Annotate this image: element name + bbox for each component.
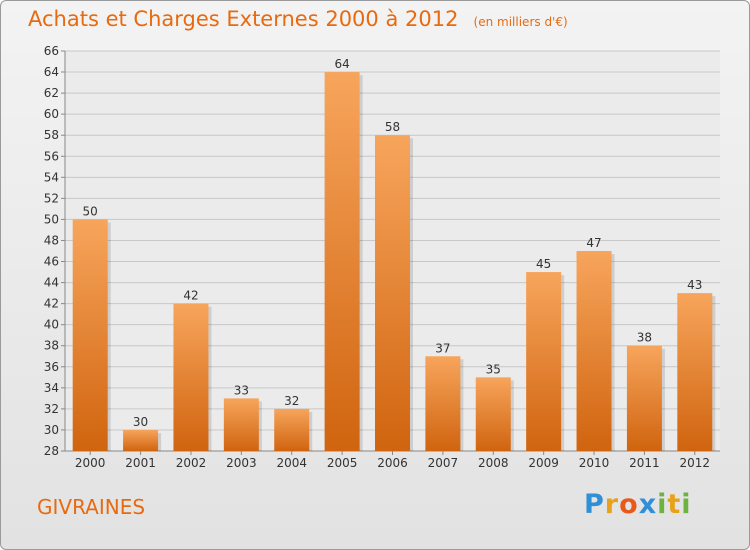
bar	[223, 398, 259, 451]
x-tick-label: 2011	[629, 456, 660, 470]
bar	[375, 135, 410, 452]
x-tick-label: 2005	[327, 456, 358, 470]
bar	[274, 408, 310, 451]
bar	[425, 356, 461, 451]
y-tick-label: 48	[44, 233, 59, 247]
bar	[576, 251, 612, 451]
y-tick-label: 30	[44, 423, 59, 437]
x-tick-label: 2007	[428, 456, 459, 470]
y-tick-label: 44	[44, 276, 59, 290]
y-tick-label: 54	[44, 170, 59, 184]
bar	[526, 272, 562, 451]
data-label: 30	[133, 415, 148, 429]
data-label: 37	[435, 341, 450, 355]
x-tick-label: 2009	[528, 456, 559, 470]
bar	[324, 72, 360, 451]
data-label: 42	[183, 289, 198, 303]
data-label: 50	[83, 204, 98, 218]
chart-title-text: Achats et Charges Externes 2000 à 2012	[28, 7, 459, 31]
data-label: 38	[637, 331, 652, 345]
logo-letter: x	[638, 489, 658, 520]
y-tick-label: 28	[44, 444, 59, 458]
logo-letter: o	[619, 489, 639, 520]
data-label: 33	[234, 383, 249, 397]
y-tick-label: 50	[44, 212, 59, 226]
logo-letter: i	[681, 489, 692, 520]
data-label: 47	[586, 236, 601, 250]
y-tick-label: 52	[44, 191, 59, 205]
bar	[677, 293, 713, 451]
x-tick-label: 2006	[377, 456, 408, 470]
x-tick-label: 2003	[226, 456, 257, 470]
y-tick-label: 38	[44, 339, 59, 353]
x-tick-label: 2001	[125, 456, 156, 470]
x-tick-label: 2008	[478, 456, 509, 470]
proxiti-logo: Proxiti	[584, 489, 692, 520]
logo-letter: P	[584, 489, 605, 520]
chart-subtitle: (en milliers d'€)	[473, 15, 568, 29]
x-tick-label: 2002	[176, 456, 207, 470]
commune-name: GIVRAINES	[37, 495, 146, 519]
logo-letter: t	[667, 489, 682, 520]
bar	[626, 345, 662, 451]
x-tick-label: 2010	[579, 456, 610, 470]
data-label: 32	[284, 394, 299, 408]
y-tick-label: 56	[44, 149, 59, 163]
y-tick-label: 66	[44, 44, 59, 58]
y-tick-label: 46	[44, 255, 59, 269]
x-tick-label: 2012	[680, 456, 711, 470]
bar	[475, 377, 511, 451]
logo-letter: r	[604, 489, 620, 520]
bar	[72, 219, 108, 451]
y-tick-label: 64	[44, 65, 59, 79]
x-tick-label: 2004	[276, 456, 307, 470]
y-tick-label: 60	[44, 107, 59, 121]
data-label: 35	[486, 362, 501, 376]
x-tick-label: 2000	[75, 456, 106, 470]
data-label: 45	[536, 257, 551, 271]
y-tick-label: 62	[44, 86, 59, 100]
bar	[123, 429, 159, 451]
y-tick-label: 58	[44, 128, 59, 142]
y-tick-label: 34	[44, 381, 59, 395]
y-tick-label: 40	[44, 318, 59, 332]
y-tick-label: 36	[44, 360, 59, 374]
data-label: 43	[687, 278, 702, 292]
chart-title: Achats et Charges Externes 2000 à 2012 (…	[28, 7, 568, 31]
logo-letter: i	[657, 489, 668, 520]
y-tick-label: 42	[44, 297, 59, 311]
y-tick-label: 32	[44, 402, 59, 416]
data-label: 58	[385, 120, 400, 134]
bar	[173, 303, 209, 451]
data-label: 64	[334, 57, 349, 71]
